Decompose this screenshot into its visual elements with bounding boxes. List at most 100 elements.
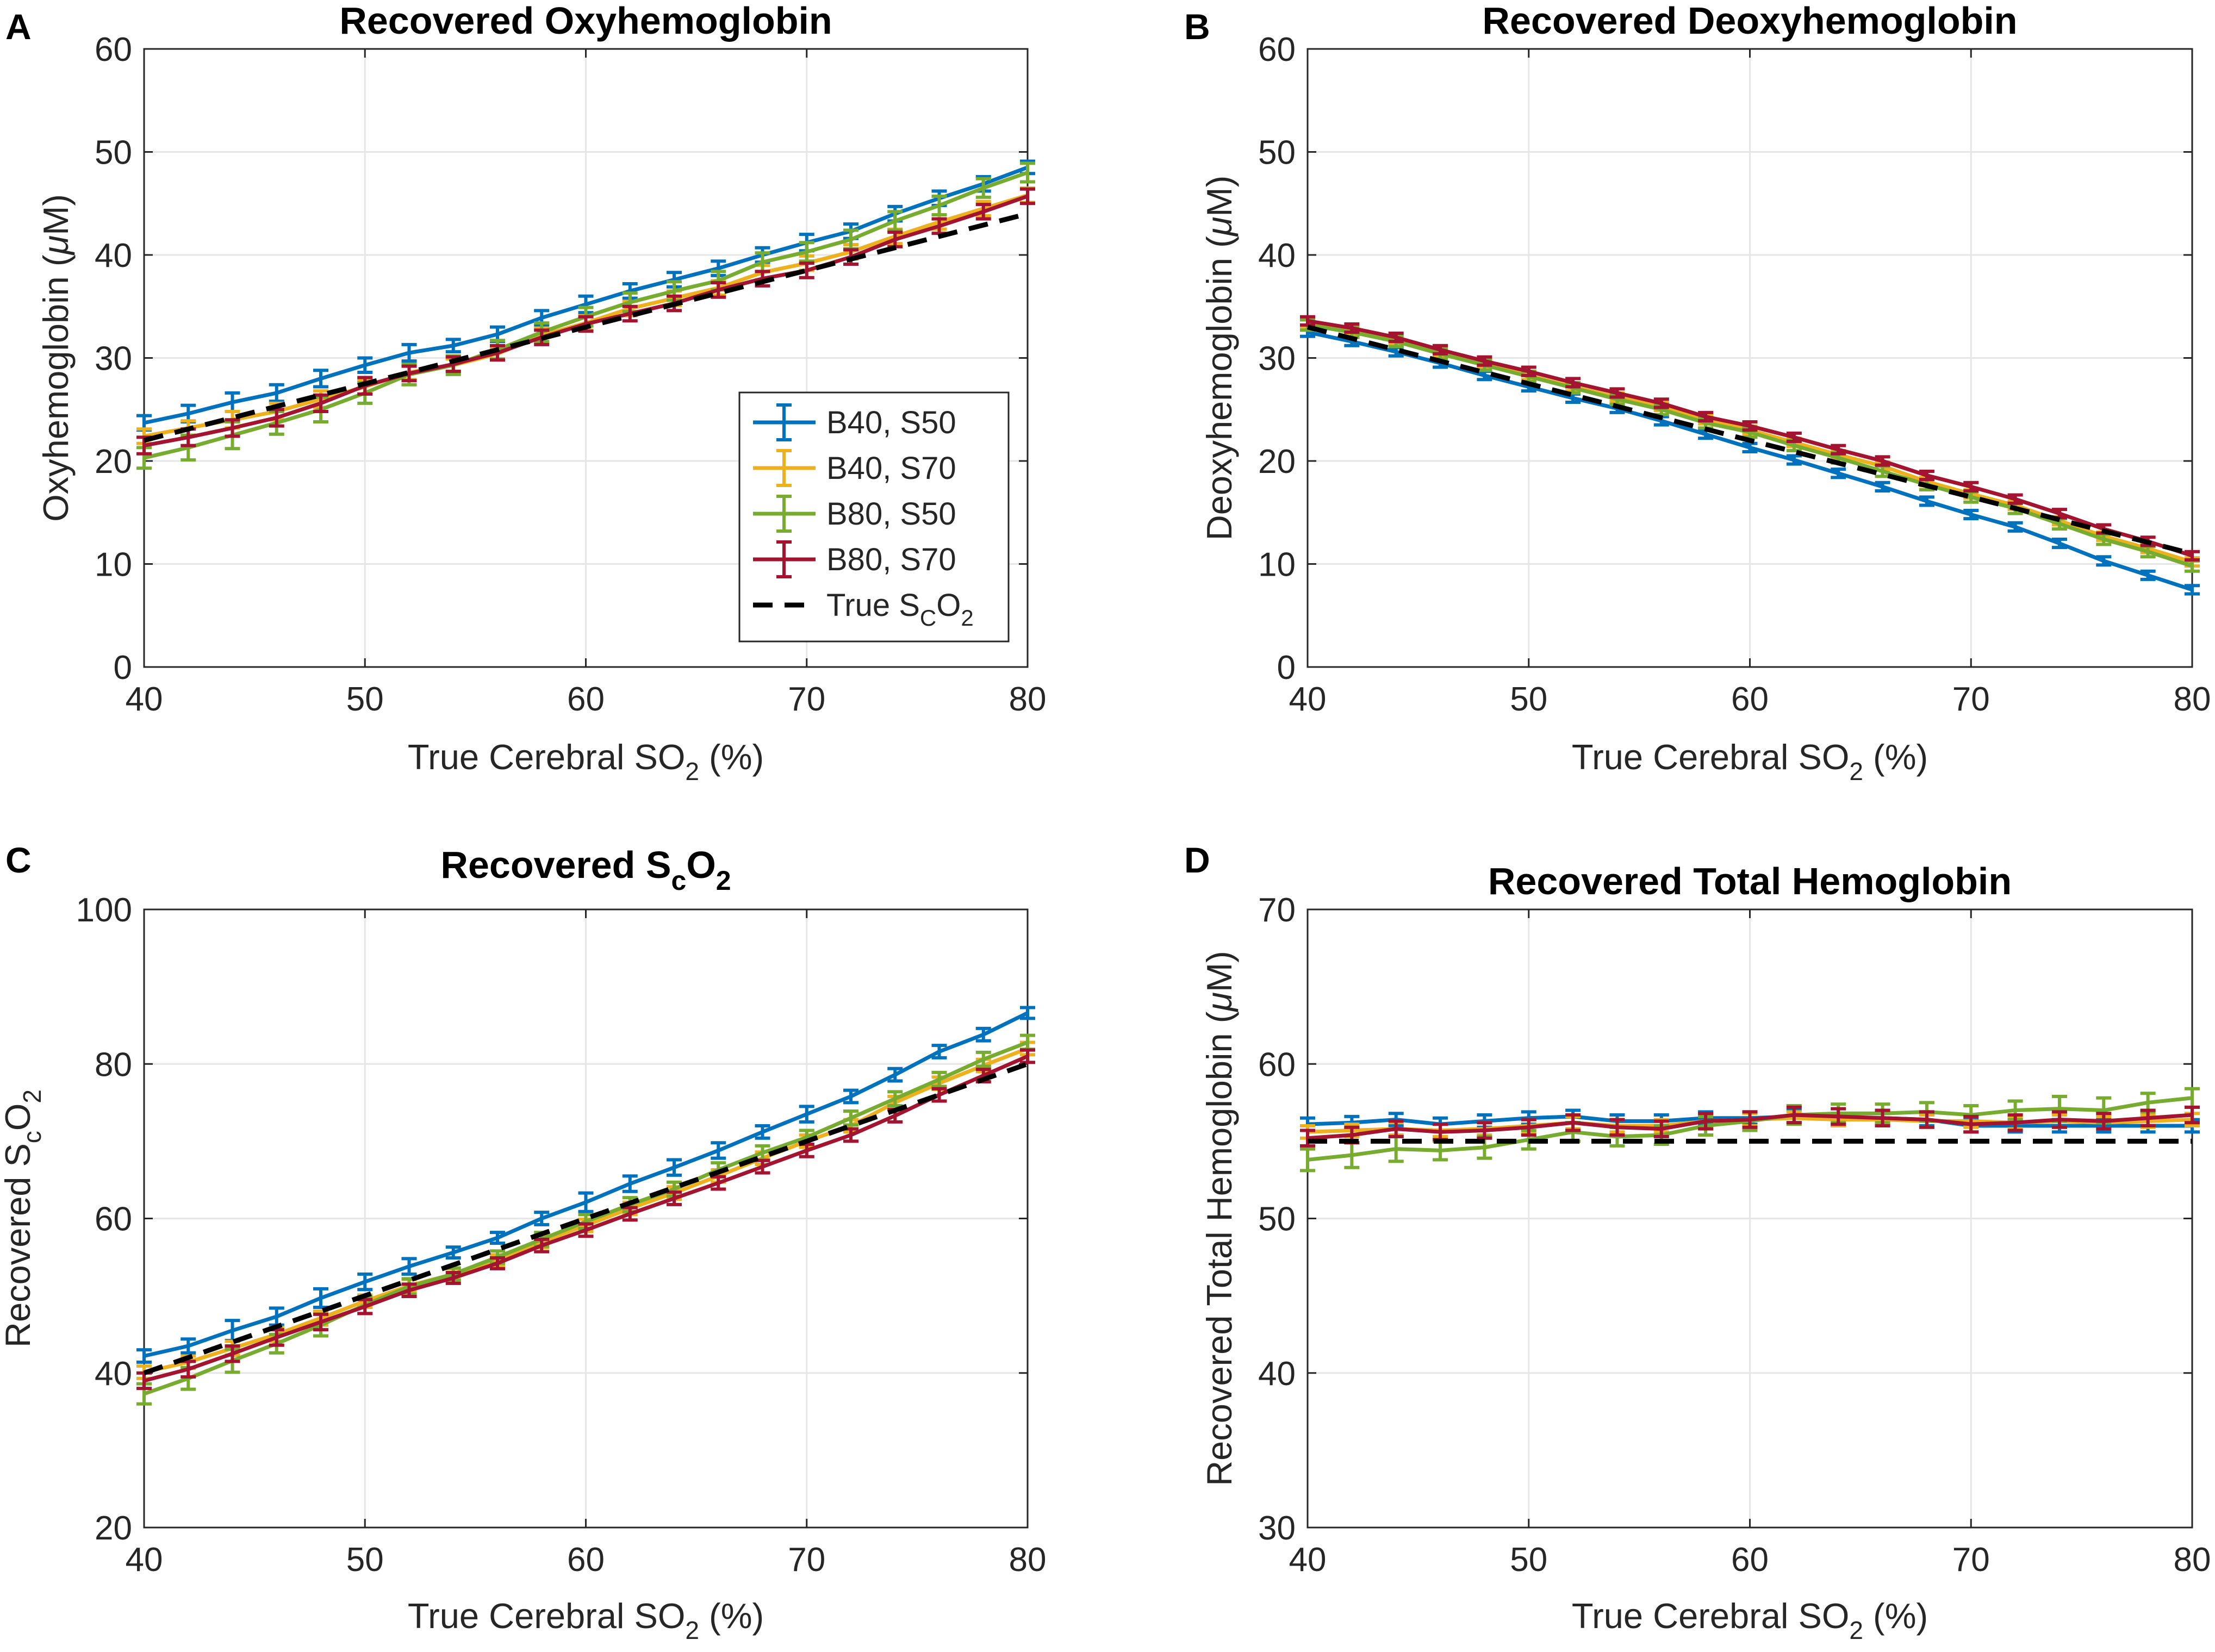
error-bar [490,1231,505,1245]
error-bar [711,1175,726,1191]
x-tick-label: 70 [1952,1541,1990,1579]
error-bar [534,1237,550,1254]
y-axis-label: Recovered ScO2 [0,1089,46,1348]
error-bar [136,1348,152,1364]
error-bar [1963,508,1979,521]
error-bar [1698,410,1714,423]
panel-title: Recovered Deoxyhemoglobin [1482,0,2017,42]
error-bar [1875,1108,1890,1127]
y-tick-label: 10 [95,546,132,584]
error-bar [401,1257,417,1276]
legend-entry-b40-s70: B40, S70 [753,449,956,487]
error-bar [1653,1119,1669,1138]
panel-title: Recovered Oxyhemoglobin [339,0,832,42]
error-bar [490,1256,505,1270]
error-bar [1565,1113,1581,1132]
error-bar [711,281,726,299]
error-bar [1786,454,1802,466]
error-bar [225,1344,240,1363]
y-tick-label: 60 [95,31,132,68]
error-bar [2185,584,2200,596]
y-tick-label: 10 [1258,546,1296,584]
panel-letter: D [1184,840,1210,880]
error-bar [2185,550,2200,562]
x-tick-label: 50 [346,681,384,718]
error-bar [931,1087,947,1103]
x-tick-label: 80 [2174,1541,2211,1579]
panel-letter: C [5,840,32,880]
panel-title: Recovered ScO2 [440,844,731,896]
y-tick-label: 70 [1258,892,1296,929]
x-tick-label: 60 [1731,681,1769,718]
error-bar [2051,1110,2067,1129]
error-bar [1388,1119,1404,1138]
error-bar [931,1070,947,1088]
error-bar [622,1206,638,1222]
error-bar [1653,397,1669,409]
y-tick-label: 60 [1258,31,1296,68]
error-bar [1521,1118,1536,1137]
x-tick-label: 40 [126,1541,163,1579]
error-bar [975,1050,991,1068]
error-bar [622,1174,638,1193]
error-bar [887,1067,903,1083]
error-bar [1344,322,1360,334]
error-bar [401,342,417,363]
x-tick-label: 60 [567,681,605,718]
error-bar [1786,431,1802,443]
error-bar [445,1270,461,1285]
error-bar [622,304,638,323]
error-bar [1300,315,1315,327]
x-tick-label: 70 [788,681,825,718]
y-tick-label: 60 [95,1201,132,1238]
legend-label: B80, S70 [826,542,956,577]
error-bar [975,203,991,221]
error-bar [799,1105,814,1124]
y-tick-label: 40 [95,237,132,275]
x-tick-label: 80 [1009,1541,1047,1579]
series-b80-s70 [1300,1105,2200,1148]
x-axis-label: True Cerebral SO2 (%) [1572,737,1928,786]
error-bar [1831,444,1846,456]
error-bar [2096,1112,2112,1131]
panel-a: 40 50 60 70 80 0 10 20 30 40 50 60 A Recovered Oxyhem… [5,0,1046,786]
error-bar [313,393,328,414]
legend-label: B80, S50 [826,496,956,532]
error-bar [269,383,284,403]
error-bar [1020,1006,1035,1020]
error-bar [445,338,461,354]
legend-label: B40, S70 [826,451,956,486]
error-bar [1786,1105,1802,1125]
error-bar [1698,1112,1714,1131]
error-bar [578,1222,594,1238]
error-bar [1919,1110,1934,1129]
error-bar [1300,1147,1315,1173]
error-bar [357,1272,373,1292]
error-bar [401,364,417,383]
error-bar [1919,469,1934,482]
y-tick-label: 30 [1258,1510,1296,1547]
error-bar [2096,555,2112,567]
error-bar [1609,1118,1625,1137]
x-tick-label: 80 [2174,681,2211,718]
panel-letter: A [5,7,32,47]
error-bar [931,194,947,217]
x-tick-label: 60 [567,1541,605,1579]
panel-letter: B [1184,7,1210,47]
x-tick-label: 40 [1289,681,1327,718]
x-tick-label: 50 [1510,681,1547,718]
y-tick-label: 30 [1258,340,1296,378]
y-tick-label: 50 [95,134,132,172]
y-tick-label: 20 [95,1510,132,1547]
error-bar [1609,387,1625,399]
y-tick-label: 20 [95,443,132,481]
error-bar [975,1026,991,1043]
y-tick-label: 50 [1258,1201,1296,1238]
error-bar [1477,1121,1492,1140]
error-bar [2007,493,2023,505]
error-bar [2051,538,2067,550]
y-tick-label: 40 [95,1355,132,1393]
error-bar [445,1245,461,1260]
